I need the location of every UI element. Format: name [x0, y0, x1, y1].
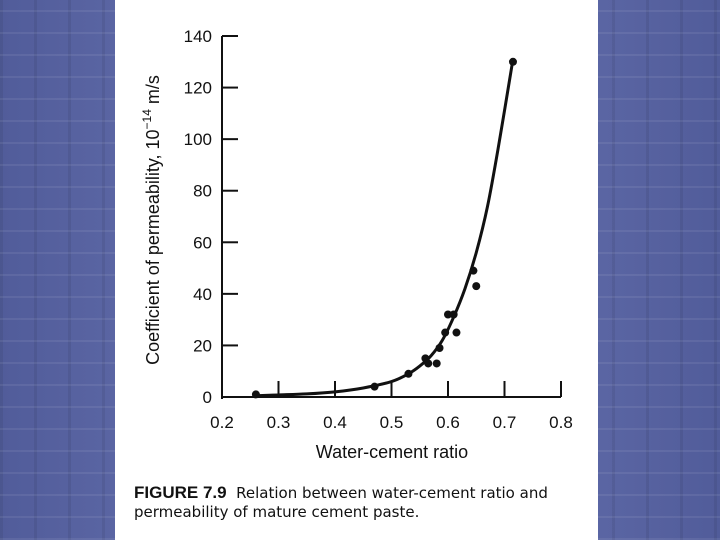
y-tick-label: 100 [184, 130, 212, 149]
data-point [432, 359, 441, 368]
x-tick-label: 0.8 [549, 413, 573, 432]
data-point [472, 282, 481, 291]
chart-axes [221, 36, 561, 399]
x-tick-label: 0.2 [210, 413, 234, 432]
x-axis-label: Water-cement ratio [316, 442, 468, 462]
data-point [508, 57, 517, 66]
y-axis-label-unit: m/s [143, 75, 163, 109]
y-tick-group: 0 20 40 60 80 100 120 140 [184, 27, 238, 407]
figure-caption: FIGURE 7.9 Relation between water-cement… [134, 483, 594, 522]
data-point [404, 369, 413, 378]
data-point [449, 310, 458, 319]
data-point [469, 266, 478, 275]
caption-text: Relation between water-cement ratio and … [134, 484, 548, 521]
y-tick-label: 20 [193, 336, 212, 355]
data-point [251, 390, 260, 399]
y-tick-label: 120 [184, 79, 212, 98]
fit-curve [255, 58, 515, 398]
y-tick-label: 40 [193, 285, 212, 304]
data-points [251, 57, 517, 399]
data-point [444, 310, 452, 319]
permeability-chart: 0 20 40 60 80 100 120 140 0.2 0.3 0.4 0.5 0.6 0.7 0.8… [140, 27, 573, 462]
y-axis-label-exponent: −14 [140, 109, 154, 130]
y-tick-label: 60 [193, 233, 212, 252]
figure-label: FIGURE 7.9 [134, 483, 227, 502]
data-point [452, 328, 461, 337]
data-point [441, 328, 450, 337]
y-tick-label: 140 [184, 27, 212, 46]
x-tick-label: 0.7 [493, 413, 517, 432]
data-point [424, 359, 433, 368]
x-tick-label: 0.3 [267, 413, 291, 432]
x-tick-label: 0.6 [436, 413, 460, 432]
y-axis-label: Coefficient of permeability, 10−14 m/s [140, 75, 163, 365]
x-tick-label: 0.5 [380, 413, 404, 432]
y-axis-label-prefix: Coefficient of permeability, 10 [143, 129, 163, 364]
data-point [370, 382, 379, 391]
x-tick-label: 0.4 [323, 413, 347, 432]
x-tick-group: 0.2 0.3 0.4 0.5 0.6 0.7 0.8 [210, 381, 573, 432]
figure-panel [115, 0, 598, 540]
y-tick-label: 80 [193, 182, 212, 201]
data-point [435, 344, 444, 353]
y-tick-label: 0 [203, 388, 212, 407]
